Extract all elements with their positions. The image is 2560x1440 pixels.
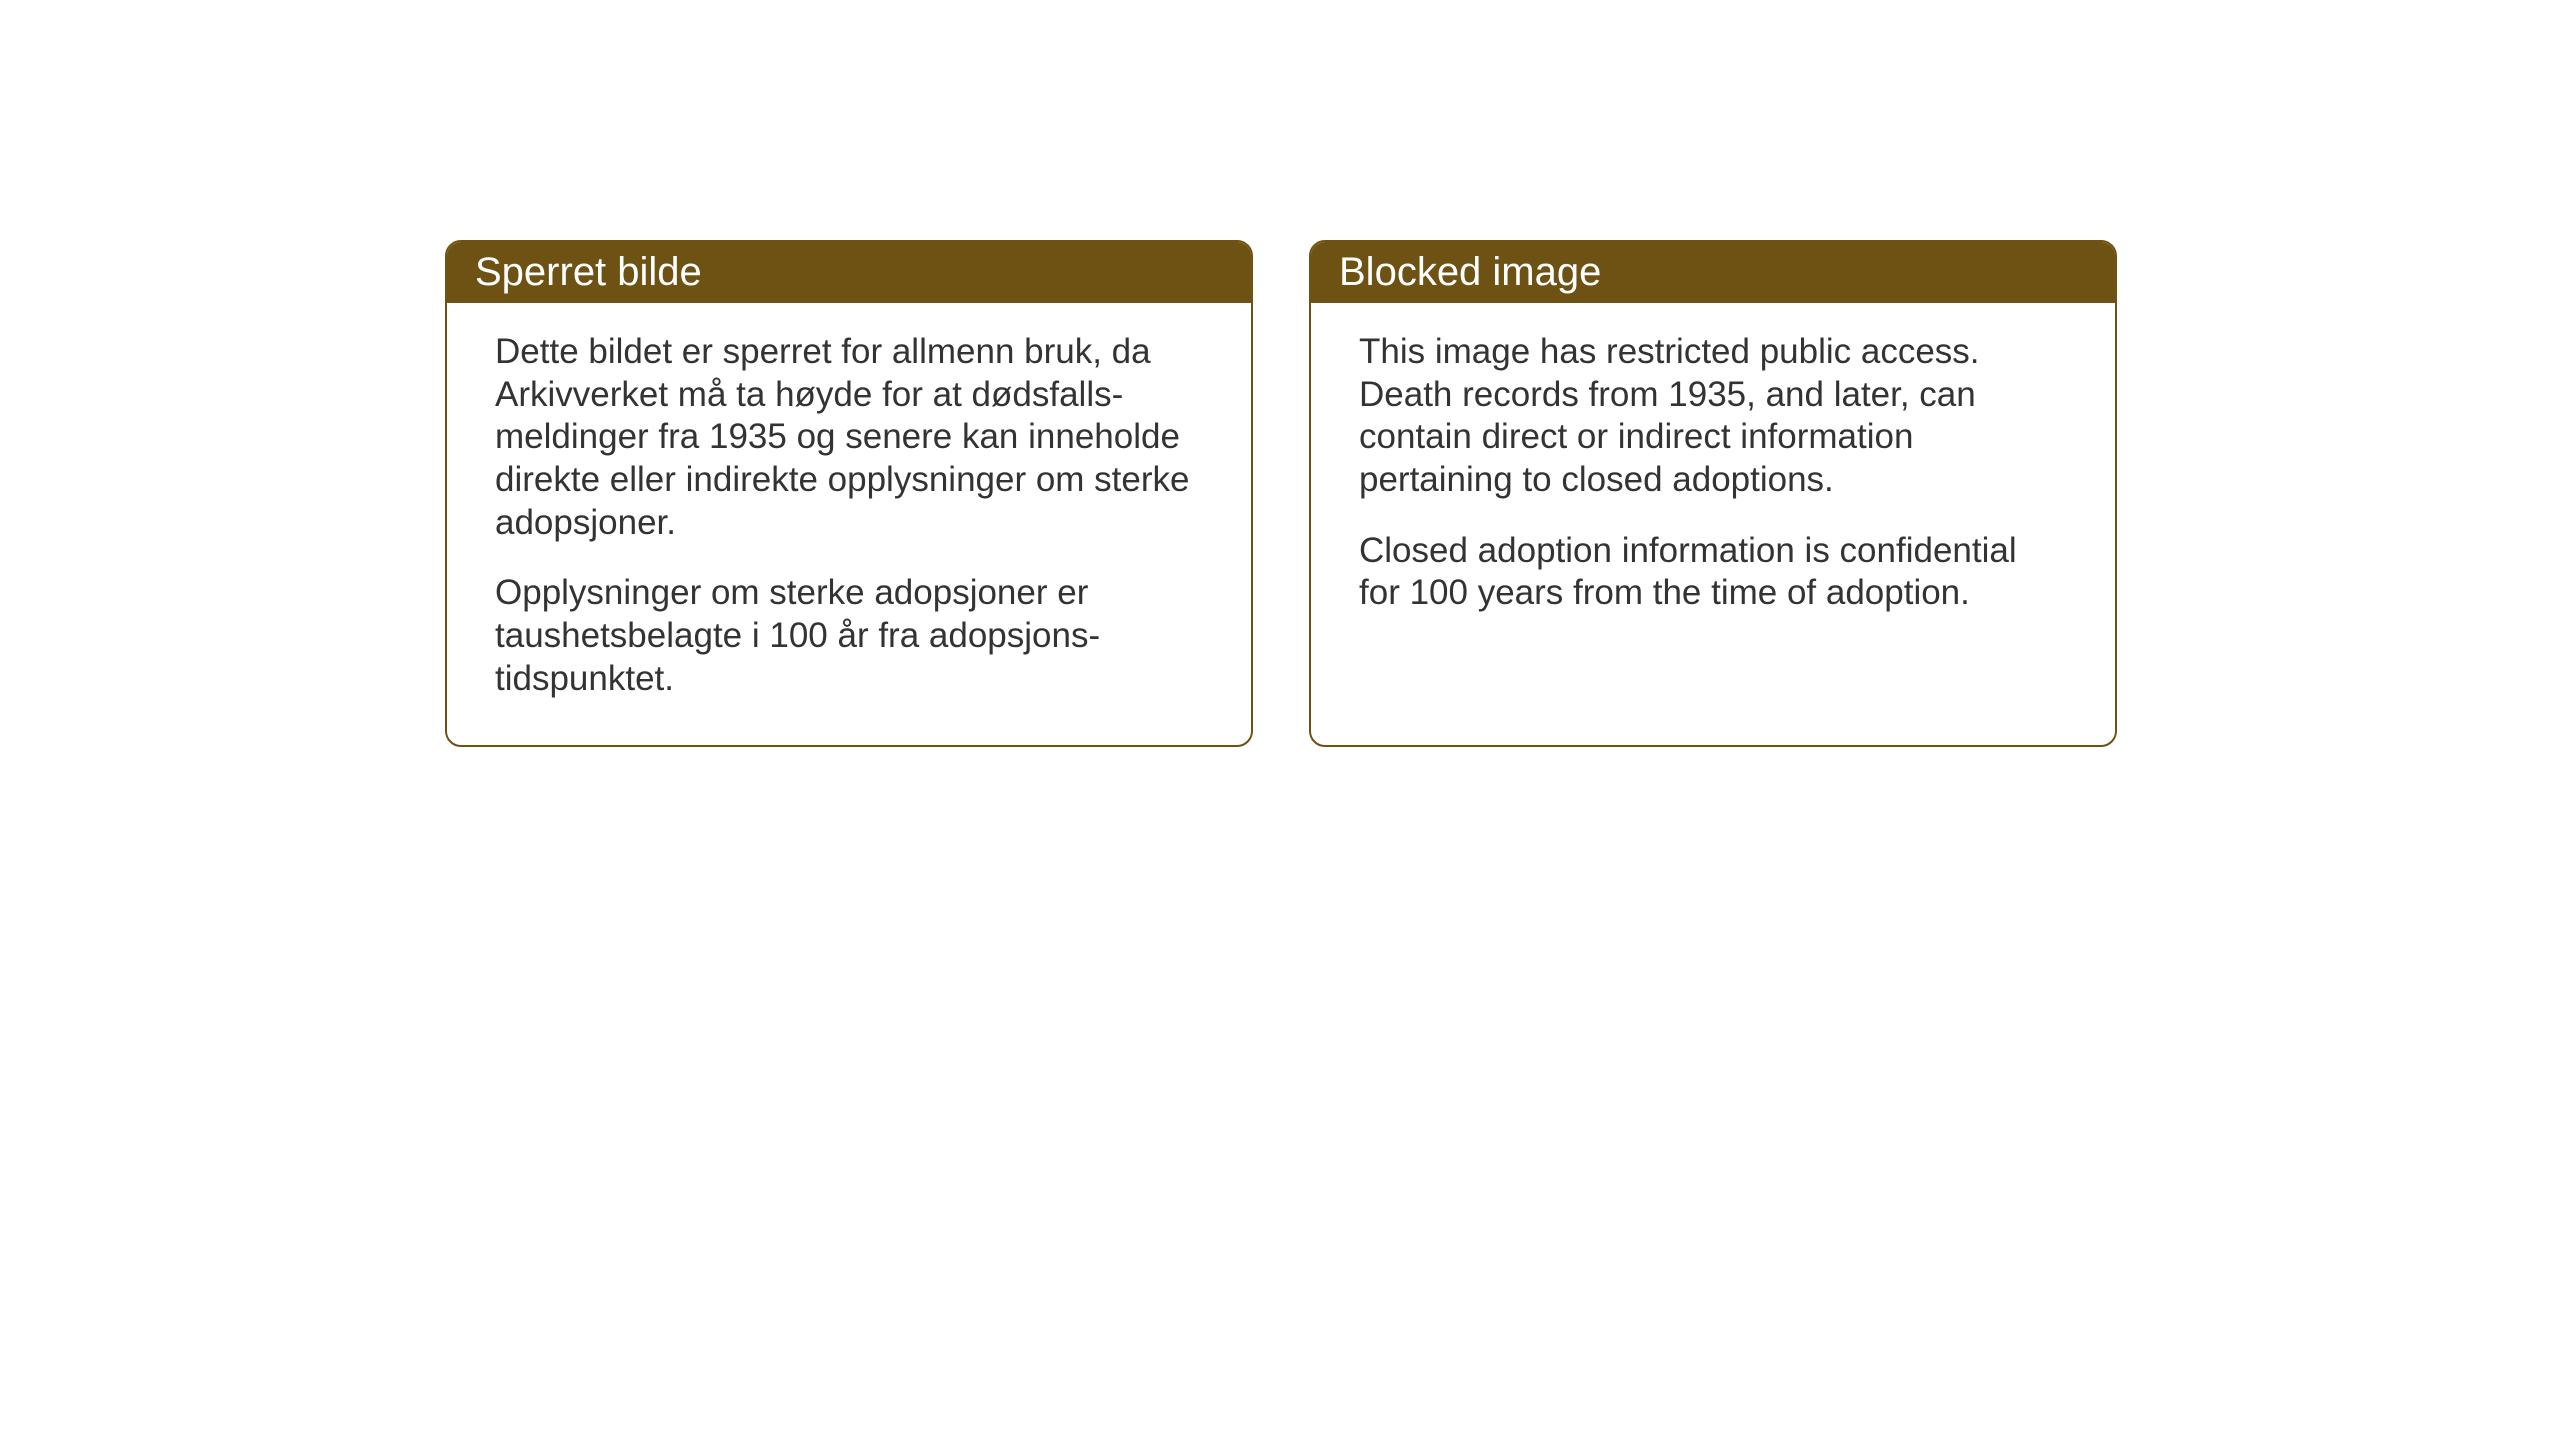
card-english: Blocked image This image has restricted …: [1309, 240, 2117, 747]
card-english-title: Blocked image: [1339, 250, 1601, 294]
card-norwegian-title: Sperret bilde: [475, 250, 702, 294]
cards-container: Sperret bilde Dette bildet er sperret fo…: [445, 240, 2117, 747]
card-english-paragraph-2: Closed adoption information is confident…: [1359, 530, 2067, 615]
card-norwegian-paragraph-2: Opplysninger om sterke adopsjoner er tau…: [495, 572, 1203, 700]
card-english-body: This image has restricted public access.…: [1311, 303, 2115, 659]
card-norwegian: Sperret bilde Dette bildet er sperret fo…: [445, 240, 1253, 747]
card-english-header: Blocked image: [1311, 242, 2115, 303]
card-norwegian-header: Sperret bilde: [447, 242, 1251, 303]
card-norwegian-paragraph-1: Dette bildet er sperret for allmenn bruk…: [495, 331, 1203, 544]
card-norwegian-body: Dette bildet er sperret for allmenn bruk…: [447, 303, 1251, 745]
card-english-paragraph-1: This image has restricted public access.…: [1359, 331, 2067, 502]
